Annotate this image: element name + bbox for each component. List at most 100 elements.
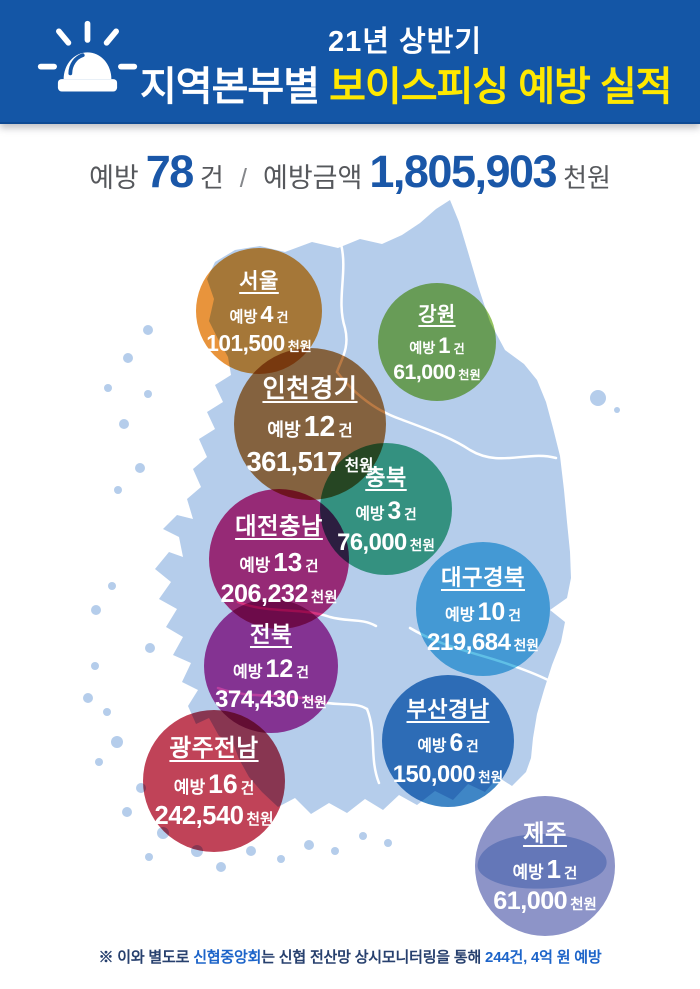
region-name: 대구경북 [440,564,526,590]
count-unit: 건 [240,780,255,797]
region-name: 충북 [365,465,407,491]
header-subtitle: 21년 상반기 [327,26,483,58]
region-circle [416,542,550,676]
summary-count-unit: 건 [199,163,224,193]
region-info: 대구경북 예방 10 건 219,684 천원 [416,542,550,676]
region-bubble-jeju: 제주 예방 1 건 61,000 천원 [475,796,615,936]
count-value: 16 [208,768,238,799]
count-unit: 건 [276,309,289,325]
header-banner: 21년 상반기 지역본부별 보이스피싱 예방 실적 [0,0,700,124]
count-unit: 건 [404,507,417,523]
summary-label-amount: 예방금액 [262,163,363,193]
region-bubble-incheon-gyeonggi: 인천경기 예방 12 건 361,517 천원 [234,348,386,500]
region-bubble-seoul: 서울 예방 4 건 101,500 천원 [196,248,322,374]
region-count-line: 예방 3 건 [355,497,416,528]
region-bubble-gangwon: 강원 예방 1 건 61,000 천원 [378,283,496,401]
region-bubble-daegu-gyeongbuk: 대구경북 예방 10 건 219,684 천원 [416,542,550,676]
count-label: 예방 [444,605,475,624]
count-value: 10 [477,597,506,626]
siren-icon [37,20,138,92]
amount-value: 242,540 [154,802,244,831]
count-label: 예방 [267,419,301,440]
region-count-line: 예방 10 건 [445,597,521,628]
count-label: 예방 [512,863,544,883]
region-amount-line: 150,000 천원 [393,760,503,790]
region-name: 광주전남 [169,735,259,762]
region-circle [378,283,496,401]
count-unit: 건 [453,341,465,356]
region-name: 전북 [249,621,293,647]
summary-total-count: 78 [145,146,195,197]
region-name: 서울 [239,269,279,293]
region-circle [382,675,514,807]
page-title: 지역본부별 보이스피싱 예방 실적 [140,54,673,112]
count-value: 4 [260,300,274,327]
region-bubble-jeonbuk: 전북 예방 12 건 374,430 천원 [204,599,338,733]
region-count-line: 예방 13 건 [239,546,318,579]
region-bubble-chungbuk: 충북 예방 3 건 76,000 천원 [320,443,452,575]
summary-label-prevention: 예방 [89,163,139,193]
count-value: 3 [387,498,402,526]
count-label: 예방 [232,662,263,681]
count-unit: 건 [338,422,353,440]
count-unit: 건 [466,739,479,755]
footnote-highlight-result: 244건, 4억 원 예방 [485,949,602,966]
region-count-line: 예방 16 건 [174,768,254,801]
summary-total-amount: 1,805,903 [369,146,557,197]
region-amount-line: 61,000 천원 [393,359,481,386]
region-circle [143,710,285,852]
amount-value: 61,000 [493,887,568,916]
region-amount-line: 219,684 천원 [427,628,539,658]
count-value: 6 [449,730,464,758]
count-value: 12 [265,654,294,683]
count-value: 1 [546,854,562,885]
summary-separator: / [239,163,247,193]
region-circle [475,796,615,936]
region-info: 강원 예방 1 건 61,000 천원 [378,283,496,401]
count-label: 예방 [409,340,436,357]
count-label: 예방 [229,308,258,326]
region-name: 대전충남 [235,513,323,540]
region-name: 제주 [523,820,567,847]
amount-unit: 천원 [478,770,504,786]
region-name: 인천경기 [262,374,358,403]
count-value: 12 [303,410,336,443]
siren-dome-highlight [68,53,85,76]
count-unit: 건 [564,866,578,883]
count-value: 13 [273,547,303,578]
region-bubble-gwangju-jeonnam: 광주전남 예방 16 건 242,540 천원 [143,710,285,852]
region-count-line: 예방 1 건 [409,332,465,360]
count-label: 예방 [239,556,271,576]
count-value: 1 [438,332,451,358]
region-bubble-busan-gyeongnam: 부산경남 예방 6 건 150,000 천원 [382,675,514,807]
region-count-line: 예방 1 건 [513,853,578,886]
footnote-highlight-org: 신협중앙회 [193,949,262,966]
amount-value: 219,684 [427,629,511,657]
region-info: 부산경남 예방 6 건 150,000 천원 [382,675,514,807]
count-label: 예방 [173,777,206,797]
summary-totals: 예방 78 건 / 예방금액 1,805,903 천원 [0,146,700,204]
count-unit: 건 [296,663,310,680]
count-unit: 건 [305,559,319,576]
title-white-part: 지역본부별 [140,65,330,109]
count-unit: 건 [508,606,522,623]
amount-unit: 천원 [246,812,274,829]
region-amount-line: 61,000 천원 [493,886,597,917]
summary-amount-unit: 천원 [563,163,611,193]
title-yellow-part: 보이스피싱 예방 실적 [329,65,672,109]
footnote: ※ 이와 별도로 신협중앙회는 신협 전산망 상시모니터링을 통해 244건, … [0,946,700,967]
region-info: 제주 예방 1 건 61,000 천원 [475,796,615,936]
region-count-line: 예방 12 건 [267,410,352,445]
siren-base [57,79,118,92]
region-info: 광주전남 예방 16 건 242,540 천원 [143,710,285,852]
region-bubble-daejeon-chungnam: 대전충남 예방 13 건 206,232 천원 [209,489,349,629]
amount-value: 61,000 [393,360,456,385]
siren-rays [37,20,138,70]
amount-unit: 천원 [458,368,481,383]
amount-unit: 천원 [513,637,539,654]
count-label: 예방 [417,738,447,756]
footnote-text-2: 는 신협 전산망 상시모니터링을 통해 [261,949,486,966]
region-name: 부산경남 [406,697,490,723]
count-label: 예방 [355,506,385,524]
